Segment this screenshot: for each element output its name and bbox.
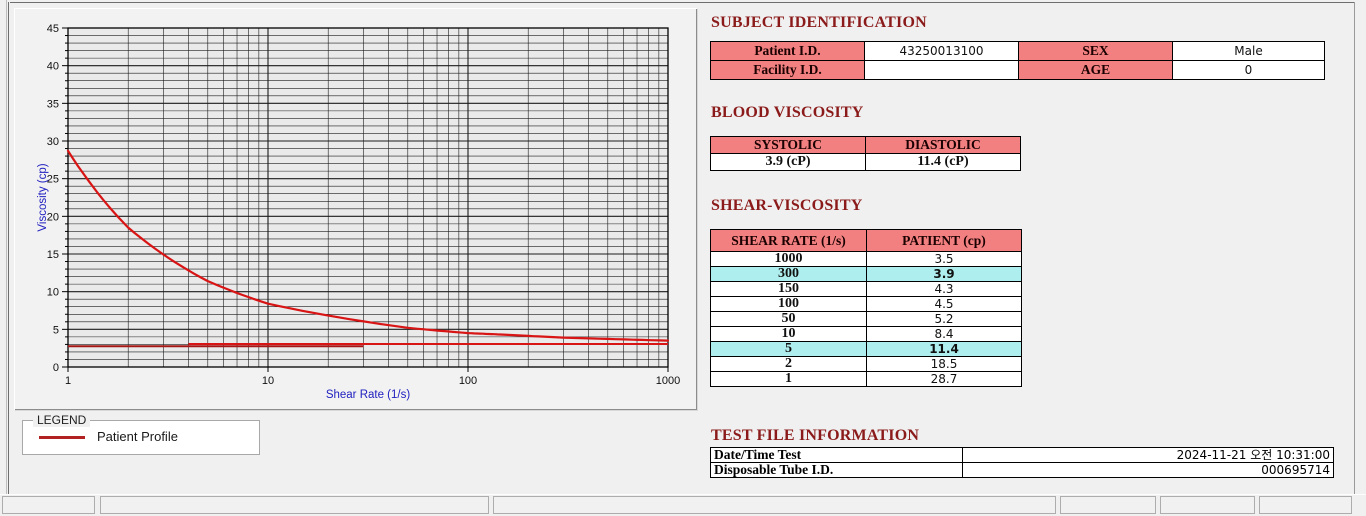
test-file-value-cell: 2024-11-21 오전 10:31:00 (962, 447, 1334, 463)
table-row: Disposable Tube I.D. 000695714 (710, 462, 1334, 478)
shear-value-cell: 11.4 (866, 341, 1022, 357)
svg-text:Viscosity (cp): Viscosity (cp) (37, 163, 49, 231)
legend-item-label: Patient Profile (97, 429, 178, 444)
table-row: 100 4.5 (710, 296, 1022, 312)
svg-text:15: 15 (47, 249, 59, 261)
status-panel (1160, 496, 1255, 514)
subject-label-cell: SEX (1018, 41, 1173, 61)
legend-line-swatch (39, 436, 85, 439)
subject-label-cell: AGE (1018, 60, 1173, 80)
test-file-value-cell: 000695714 (962, 462, 1334, 478)
svg-text:10: 10 (262, 375, 274, 387)
window-edge-left (8, 2, 9, 508)
svg-text:40: 40 (47, 61, 59, 73)
shear-value-cell: 4.3 (866, 281, 1022, 297)
shear-value-cell: 3.5 (866, 251, 1022, 267)
chart-legend: LEGEND Patient Profile (22, 413, 260, 455)
shear-value-cell: 28.7 (866, 371, 1022, 387)
svg-text:35: 35 (47, 98, 59, 110)
shear-rate-cell: 50 (710, 311, 867, 327)
shear-viscosity-chart: 0 5 10 15 20 25 30 35 40 45 1 10 100 1000 Shear Rate (… (37, 23, 680, 401)
subject-label-cell: Patient I.D. (710, 41, 865, 61)
subject-value-cell: 0 (1172, 60, 1325, 80)
status-panel (2, 496, 95, 514)
status-panel (100, 496, 489, 514)
subject-identification-table: Patient I.D. 43250013100 SEX Male Facility I… (710, 41, 1325, 80)
shear-rate-cell: 1 (710, 371, 867, 387)
shear-rate-cell: 100 (710, 296, 867, 312)
shear-rate-cell: 10 (710, 326, 867, 342)
table-row: 1000 3.5 (710, 251, 1022, 267)
status-panel (1060, 496, 1156, 514)
subject-identification-title: SUBJECT IDENTIFICATION (711, 14, 927, 31)
svg-text:1: 1 (65, 375, 71, 387)
shear-value-cell: 18.5 (866, 356, 1022, 372)
shear-value-cell: 8.4 (866, 326, 1022, 342)
window-edge-right (1354, 2, 1355, 508)
svg-text:Shear Rate (1/s): Shear Rate (1/s) (326, 389, 411, 401)
blood-value-cell: 11.4 (cP) (865, 153, 1021, 171)
blood-value-cell: 3.9 (cP) (710, 153, 866, 171)
shear-rate-cell: 1000 (710, 251, 867, 267)
table-row: Patient I.D. 43250013100 SEX Male (710, 41, 1325, 61)
table-row: SHEAR RATE (1/s) PATIENT (cp) (710, 229, 1022, 252)
window-edge-left-outer (6, 0, 7, 508)
svg-text:30: 30 (47, 136, 59, 148)
shear-viscosity-title: SHEAR-VISCOSITY (711, 197, 863, 214)
table-row: 10 8.4 (710, 326, 1022, 342)
shear-value-cell: 4.5 (866, 296, 1022, 312)
test-file-information-title: TEST FILE INFORMATION (711, 427, 920, 444)
shear-value-cell: 5.2 (866, 311, 1022, 327)
table-row: 2 18.5 (710, 356, 1022, 372)
svg-text:45: 45 (47, 23, 59, 35)
subject-label-cell: Facility I.D. (710, 60, 865, 80)
window-edge-top (10, 2, 1355, 3)
shear-rate-cell: 150 (710, 281, 867, 297)
table-row: Facility I.D. AGE 0 (710, 60, 1325, 80)
svg-text:0: 0 (53, 362, 59, 374)
shear-rate-cell: 300 (710, 266, 867, 282)
table-row: Date/Time Test 2024-11-21 오전 10:31:00 (710, 447, 1334, 463)
table-row: 150 4.3 (710, 281, 1022, 297)
table-row: 1 28.7 (710, 371, 1022, 387)
svg-text:1000: 1000 (656, 375, 680, 387)
svg-text:5: 5 (53, 324, 59, 336)
viscosity-chart-panel: 0 5 10 15 20 25 30 35 40 45 1 10 100 1000 Shear Rate (… (14, 8, 697, 410)
subject-value-cell (864, 60, 1019, 80)
shear-rate-cell: 5 (710, 341, 867, 357)
subject-value-cell: Male (1172, 41, 1325, 61)
status-bar: N (0, 494, 1366, 516)
blood-viscosity-table: SYSTOLIC DIASTOLIC 3.9 (cP) 11.4 (cP) (710, 136, 1021, 171)
shear-value-cell: 3.9 (866, 266, 1022, 282)
blood-header-cell: DIASTOLIC (865, 136, 1021, 154)
test-file-label-cell: Date/Time Test (710, 447, 963, 463)
table-row: SYSTOLIC DIASTOLIC (710, 136, 1021, 154)
table-row: 50 5.2 (710, 311, 1022, 327)
svg-text:20: 20 (47, 211, 59, 223)
subject-value-cell: 43250013100 (864, 41, 1019, 61)
blood-header-cell: SYSTOLIC (710, 136, 866, 154)
test-file-information-table: Date/Time Test 2024-11-21 오전 10:31:00 Disp… (710, 447, 1334, 478)
svg-text:100: 100 (459, 375, 477, 387)
blood-viscosity-title: BLOOD VISCOSITY (711, 104, 864, 121)
table-row: 5 11.4 (710, 341, 1022, 357)
test-file-label-cell: Disposable Tube I.D. (710, 462, 963, 478)
status-panel (493, 496, 1056, 514)
svg-text:10: 10 (47, 287, 59, 299)
table-row: 3.9 (cP) 11.4 (cP) (710, 153, 1021, 171)
table-row: 300 3.9 (710, 266, 1022, 282)
shear-viscosity-table: SHEAR RATE (1/s) PATIENT (cp) 1000 3.5 300 3.… (710, 229, 1022, 387)
legend-caption: LEGEND (33, 413, 91, 427)
svg-text:25: 25 (47, 174, 59, 186)
shear-rate-cell: 2 (710, 356, 867, 372)
shear-header-cell: PATIENT (cp) (866, 229, 1022, 252)
status-panel (1259, 496, 1352, 514)
shear-header-cell: SHEAR RATE (1/s) (710, 229, 867, 252)
